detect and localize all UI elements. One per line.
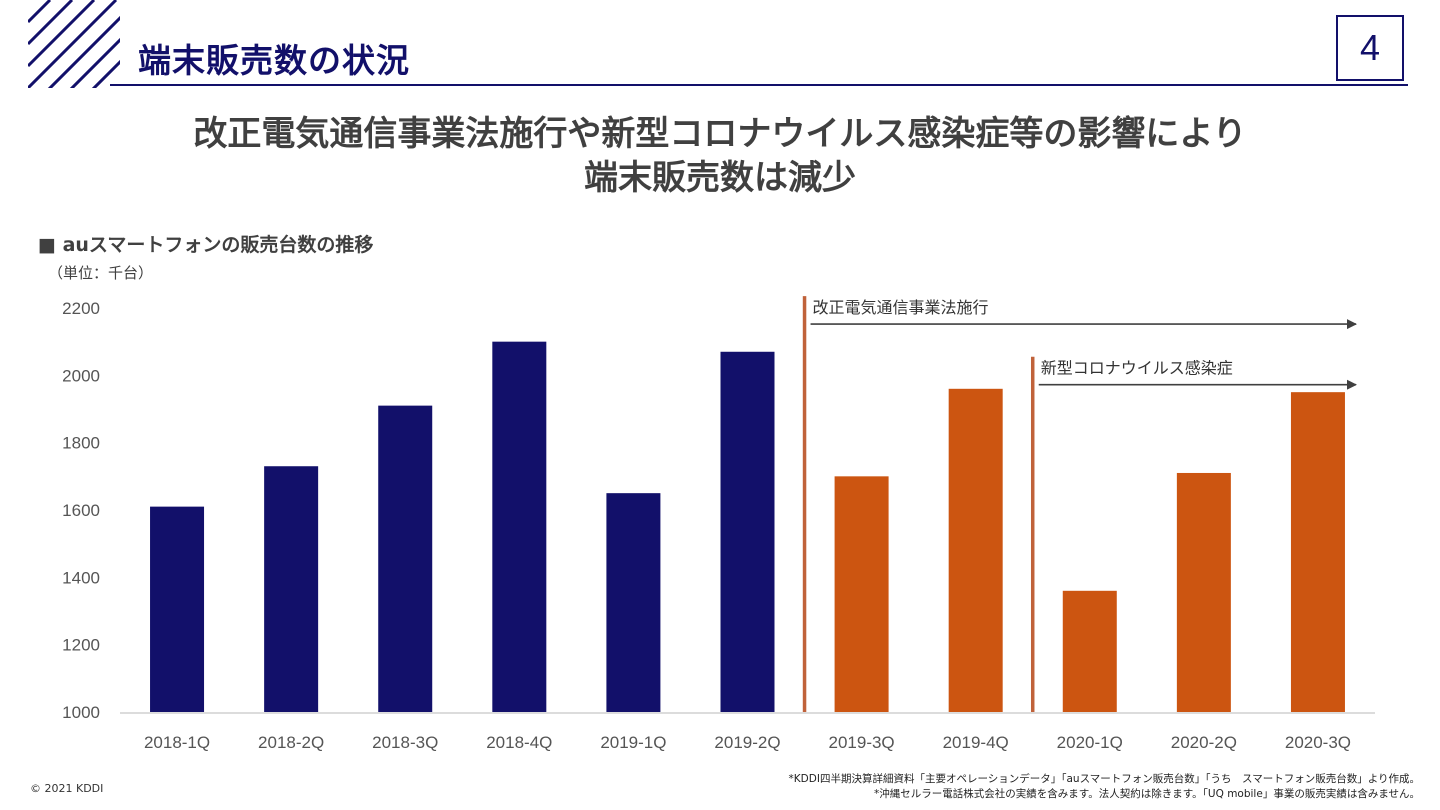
bar-2018-1Q — [150, 506, 205, 712]
x-tick-label: 2019-4Q — [943, 733, 1009, 752]
x-tick-label: 2019-1Q — [600, 733, 666, 752]
y-tick-label: 2000 — [62, 366, 100, 385]
slide-title: 端末販売数の状況 — [138, 41, 410, 80]
header-stripes-decoration — [28, 0, 120, 88]
x-tick-label: 2020-1Q — [1057, 733, 1123, 752]
bar-2019-2Q — [720, 351, 775, 712]
y-tick-label: 1400 — [62, 568, 100, 587]
bar-2018-4Q — [492, 341, 547, 712]
x-tick-label: 2018-3Q — [372, 733, 438, 752]
x-tick-label: 2018-1Q — [144, 733, 210, 752]
bar-2018-2Q — [264, 466, 319, 712]
x-tick-label: 2019-2Q — [714, 733, 780, 752]
x-tick-label: 2020-2Q — [1171, 733, 1237, 752]
y-tick-label: 1000 — [62, 703, 100, 722]
bar-2018-3Q — [378, 405, 433, 712]
footnote-source: *KDDI四半期決算詳細資料「主要オペレーションデータ」「auスマートフォン販売… — [788, 773, 1420, 785]
sales-bar-chart: 1000 1200 1400 1600 1800 2000 2200 2018-1Q 2018-… — [62, 296, 1375, 752]
y-tick-label: 1600 — [62, 501, 100, 520]
bar-2019-4Q — [948, 388, 1003, 712]
annotation-label: 新型コロナウイルス感染症 — [1041, 359, 1233, 378]
page-number: 4 — [1336, 15, 1404, 81]
bar-2019-1Q — [606, 493, 661, 712]
x-tick-label: 2020-3Q — [1285, 733, 1351, 752]
y-tick-label: 1200 — [62, 636, 100, 655]
bar-2020-3Q — [1290, 392, 1345, 712]
footnote-scope: *沖縄セルラー電話株式会社の実績を含みます。法人契約は除きます。「UQ mobi… — [874, 788, 1420, 800]
annotation-label: 改正電気通信事業法施行 — [813, 298, 989, 317]
bar-2020-1Q — [1062, 590, 1117, 712]
x-tick-label: 2018-2Q — [258, 733, 324, 752]
copyright: © 2021 KDDI — [30, 782, 104, 795]
headline-line-2: 端末販売数は減少 — [584, 158, 856, 198]
x-tick-label: 2018-4Q — [486, 733, 552, 752]
headline-line-1: 改正電気通信事業法施行や新型コロナウイルス感染症等の影響により — [193, 114, 1247, 154]
bar-2020-2Q — [1176, 472, 1231, 712]
y-tick-label: 1800 — [62, 434, 100, 453]
chart-unit-label: （単位：千台） — [48, 264, 154, 282]
x-tick-label: 2019-3Q — [829, 733, 895, 752]
title-underline — [110, 84, 1408, 86]
headline: 改正電気通信事業法施行や新型コロナウイルス感染症等の影響により 端末販売数は減少 — [0, 112, 1440, 200]
footnotes: *KDDI四半期決算詳細資料「主要オペレーションデータ」「auスマートフォン販売… — [789, 772, 1420, 802]
bar-2019-3Q — [834, 476, 889, 712]
chart-heading: ■ auスマートフォンの販売台数の推移 — [38, 234, 374, 256]
y-tick-label: 2200 — [62, 299, 100, 318]
